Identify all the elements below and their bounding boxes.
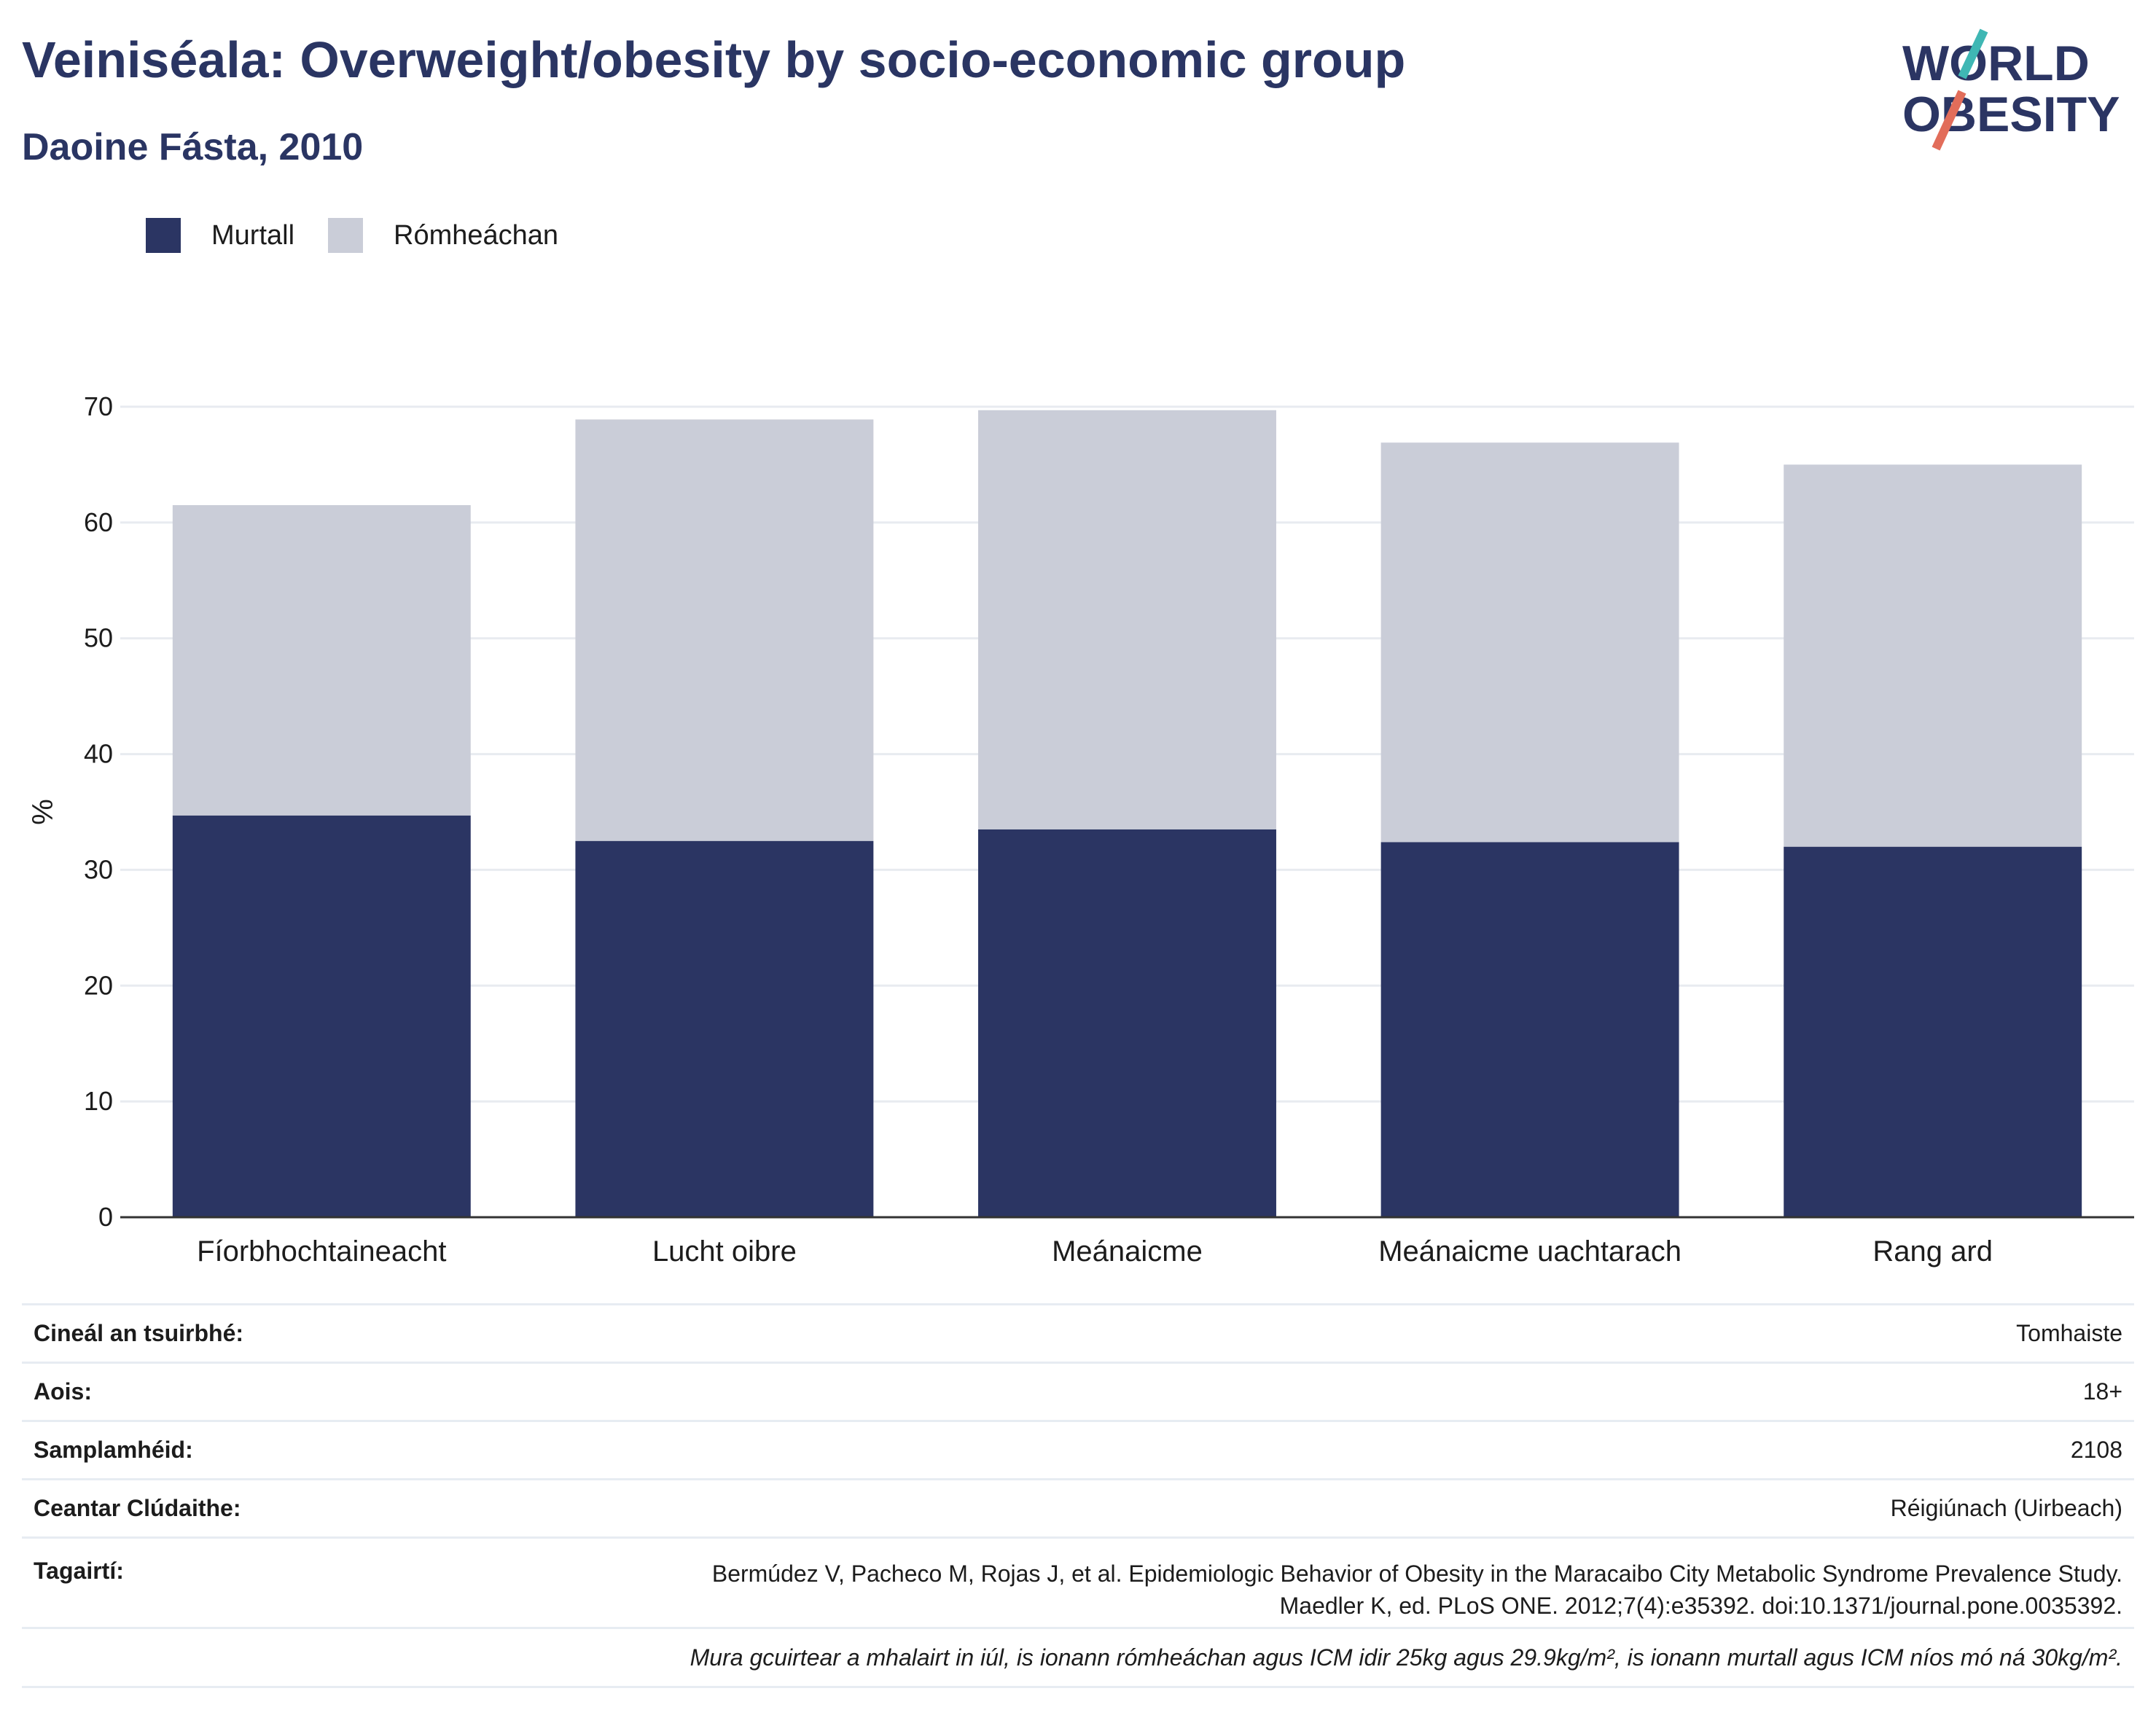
logo-slash-coral bbox=[1932, 90, 1966, 151]
legend-item-murtall[interactable]: Murtall bbox=[146, 218, 294, 253]
meta-row-sample-size: Samplamhéid: 2108 bbox=[22, 1420, 2134, 1478]
x-tick-label: Rang ard bbox=[1872, 1235, 1993, 1268]
chart-title: Veiniséala: Overweight/obesity by socio-… bbox=[22, 31, 1406, 88]
x-tick-label: Lucht oibre bbox=[652, 1235, 797, 1268]
meta-key: Aois: bbox=[34, 1378, 92, 1405]
logo-line-2: OBESITY bbox=[1902, 87, 2120, 142]
bar-romheachan bbox=[1380, 442, 1679, 843]
bar-murtall bbox=[978, 829, 1276, 1217]
x-tick-label: Meánaicme uachtarach bbox=[1378, 1235, 1682, 1268]
y-tick-label: 10 bbox=[84, 1086, 113, 1116]
reference-text: Bermúdez V, Pacheco M, Rojas J, et al. E… bbox=[712, 1558, 2122, 1622]
metadata-table: Cineál an tsuirbhé: Tomhaiste Aois: 18+ … bbox=[22, 1303, 2134, 1688]
meta-key: Tagairtí: bbox=[34, 1558, 124, 1584]
y-tick-label: 70 bbox=[84, 391, 113, 421]
bar-romheachan bbox=[978, 410, 1276, 829]
meta-row-references: Tagairtí: Bermúdez V, Pacheco M, Rojas J… bbox=[22, 1536, 2134, 1627]
bar-murtall bbox=[575, 840, 874, 1217]
legend-label-romheachan: Rómheáchan bbox=[394, 219, 559, 251]
y-tick-label: 20 bbox=[84, 970, 113, 1000]
reference-line-1: Bermúdez V, Pacheco M, Rojas J, et al. E… bbox=[711, 1561, 2122, 1587]
meta-value: Réigiúnach (Uirbeach) bbox=[1890, 1495, 2122, 1521]
definition-note: Mura gcuirtear a mhalairt in iúl, is ion… bbox=[22, 1627, 2134, 1688]
legend-label-murtall: Murtall bbox=[211, 219, 295, 251]
meta-key: Samplamhéid: bbox=[34, 1437, 193, 1463]
bar-romheachan bbox=[1784, 464, 2082, 847]
chart-legend: Murtall Rómheáchan bbox=[146, 216, 592, 255]
y-tick-label: 40 bbox=[84, 739, 113, 769]
y-tick-label: 0 bbox=[98, 1202, 113, 1232]
legend-swatch-murtall bbox=[146, 218, 181, 253]
meta-row-survey-type: Cineál an tsuirbhé: Tomhaiste bbox=[22, 1303, 2134, 1362]
meta-value: 18+ bbox=[2082, 1378, 2122, 1405]
legend-item-romheachan[interactable]: Rómheáchan bbox=[328, 218, 558, 253]
y-tick-label: 60 bbox=[84, 507, 113, 537]
y-tick-label: 30 bbox=[84, 854, 113, 884]
meta-row-area-covered: Ceantar Clúdaithe: Réigiúnach (Uirbeach) bbox=[22, 1478, 2134, 1536]
bar-romheachan bbox=[575, 419, 874, 841]
legend-swatch-romheachan bbox=[328, 218, 364, 253]
bar-murtall bbox=[1380, 842, 1679, 1217]
meta-key: Cineál an tsuirbhé: bbox=[34, 1320, 244, 1346]
reference-line-2: Maedler K, ed. PLoS ONE. 2012;7(4):e3539… bbox=[1279, 1593, 2122, 1619]
bar-murtall bbox=[172, 815, 471, 1217]
x-tick-label: Fíorbhochtaineacht bbox=[197, 1235, 446, 1268]
y-tick-label: 50 bbox=[84, 623, 113, 653]
world-obesity-logo: WORLD OBESITY bbox=[1902, 28, 2120, 151]
stacked-bar-chart: 0 10 20 30 40 50 60 70% Fíorbhochtaineacht Lucht … bbox=[27, 391, 2134, 1268]
meta-key: Ceantar Clúdaithe: bbox=[34, 1495, 241, 1521]
bar-romheachan bbox=[172, 505, 471, 816]
meta-row-age: Aois: 18+ bbox=[22, 1362, 2134, 1420]
x-tick-label: Meánaicme bbox=[1052, 1235, 1203, 1268]
logo-slash-teal bbox=[1958, 28, 1988, 79]
chart-subtitle: Daoine Fásta, 2010 bbox=[22, 126, 364, 168]
meta-value: 2108 bbox=[2070, 1437, 2122, 1463]
logo-line-1: WORLD bbox=[1902, 36, 2090, 91]
bar-murtall bbox=[1784, 846, 2082, 1217]
y-axis-label: % bbox=[27, 799, 59, 825]
meta-value: Tomhaiste bbox=[2016, 1320, 2122, 1346]
